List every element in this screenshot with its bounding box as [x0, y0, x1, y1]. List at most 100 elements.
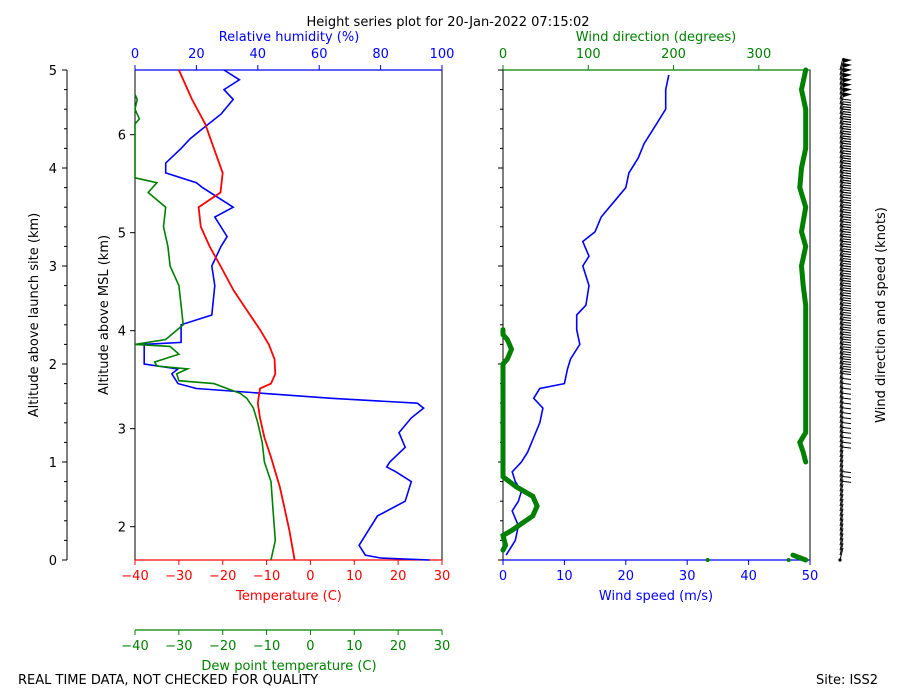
site-altitude-tick-label: 1: [49, 456, 57, 471]
wind-barb-flag: [842, 255, 852, 258]
wind-barb-flag: [842, 108, 852, 111]
wind-barb-flag: [842, 191, 852, 194]
wind-barb: [839, 190, 852, 203]
wind-direction-line: [790, 552, 809, 563]
wind-barb-staff: [839, 258, 844, 272]
humidity-tick-label: 80: [372, 47, 389, 62]
wind-barb-flag: [842, 240, 852, 243]
wind-barb-staff: [839, 361, 844, 374]
dewpoint-tick-label: 30: [434, 639, 451, 654]
wind-barb: [839, 351, 852, 365]
wind-barb-flag: [842, 206, 852, 209]
wind-barb-flag: [842, 351, 852, 354]
wind-barb-staff: [839, 131, 844, 144]
wind-barb: [839, 77, 852, 90]
wind-barb-flag: [842, 103, 852, 106]
wind-barb-staff: [839, 180, 844, 193]
wind-barb: [839, 493, 844, 507]
humidity-tick-label: 100: [430, 47, 455, 62]
wind-speed-tick-label: 0: [499, 569, 507, 584]
wind-barb-staff: [839, 518, 844, 531]
wind-barb: [839, 62, 852, 76]
wind-barb-flag: [842, 189, 852, 192]
wind-barb-flag: [842, 182, 852, 184]
wind-barb-flag: [842, 250, 852, 253]
wind-barb-staff: [839, 278, 844, 291]
wind-barb-staff: [839, 400, 844, 414]
wind-barb-staff: [839, 199, 844, 213]
wind-barb-staff: [839, 489, 844, 502]
wind-speed-tick-label: 50: [802, 569, 819, 584]
wind-barb-flag: [842, 476, 852, 478]
wind-barb: [839, 332, 852, 345]
wind-barb-staff: [839, 106, 844, 120]
wind-barb-flag: [842, 248, 852, 251]
wind-barb-staff: [839, 209, 844, 223]
wind-barb-flag: [842, 431, 852, 434]
wind-barb-flag: [842, 382, 852, 385]
wind-barb-staff: [839, 493, 844, 507]
wind-barb: [839, 547, 844, 561]
wind-barb-flag: [842, 262, 852, 265]
wind-barb-flag: [842, 346, 852, 349]
wind-barb-pennant: [843, 72, 852, 78]
wind-barb-flag: [842, 307, 852, 309]
wind-barb: [839, 293, 852, 306]
wind-barb-staff: [839, 283, 844, 296]
wind-barb: [839, 449, 844, 463]
wind-barb-flag: [842, 135, 852, 138]
wind-barb-staff: [839, 160, 844, 174]
wind-barb-flag: [842, 150, 852, 153]
dewpoint-tick-label: 10: [346, 639, 363, 654]
temperature-tick-label: −10: [253, 569, 280, 584]
wind-barb-staff: [839, 263, 844, 276]
msl-altitude-tick-label: 6: [118, 129, 126, 144]
wind-barb-flag: [842, 155, 852, 158]
wind-barb-staff: [839, 366, 844, 379]
wind-barb-staff: [839, 288, 844, 301]
wind-barb-flag: [842, 417, 852, 420]
wind-plot-frame: [502, 69, 811, 561]
site-altitude-tick-label: 5: [49, 64, 57, 79]
wind-barb-flag: [842, 353, 852, 356]
wind-barb-flag: [842, 297, 852, 300]
temperature-tick-label: −20: [209, 569, 236, 584]
wind-barb-flag: [842, 326, 852, 329]
wind-barb: [839, 484, 844, 497]
wind-barb: [839, 435, 852, 448]
wind-barb-staff: [839, 435, 844, 448]
wind-speed-axis-label: Wind speed (m/s): [599, 589, 713, 604]
wind-barb-staff: [839, 195, 844, 208]
wind-barb-flag: [842, 321, 852, 324]
wind-barb-staff: [839, 376, 844, 389]
wind-barb: [839, 337, 852, 350]
temperature-line: [178, 69, 296, 561]
wind-barb-staff: [839, 484, 844, 497]
humidity-line: [143, 69, 430, 561]
wind-barb-flag: [842, 280, 852, 282]
wind-barb-staff: [839, 92, 844, 105]
wind-barb-flag: [842, 216, 852, 219]
wind-barb-flag: [842, 204, 852, 207]
wind-barb-flag: [842, 147, 852, 150]
wind-barb-flag: [842, 137, 852, 140]
wind-barb-flag: [842, 177, 852, 180]
wind-barb: [839, 464, 844, 477]
wind-barb-staff: [839, 513, 844, 526]
wind-barb-staff: [839, 381, 844, 394]
dewpoint-tick-label: −10: [253, 639, 280, 654]
wind-barb-staff: [839, 72, 844, 85]
humidity-tick-label: 60: [311, 47, 328, 62]
wind-barb-staff: [839, 346, 844, 360]
wind-barb-flag: [842, 338, 852, 341]
wind-barb-staff: [839, 405, 844, 419]
wind-barb-flag: [842, 123, 852, 126]
wind-barb-staff: [839, 87, 844, 100]
wind-barb-flag: [842, 179, 852, 182]
wind-speed-line: [505, 74, 670, 556]
wind-barb: [839, 302, 852, 316]
wind-barb-flag: [842, 243, 852, 246]
wind-barb: [839, 361, 852, 374]
wind-barb-flag: [842, 436, 852, 439]
wind-barb-flag: [842, 196, 852, 199]
